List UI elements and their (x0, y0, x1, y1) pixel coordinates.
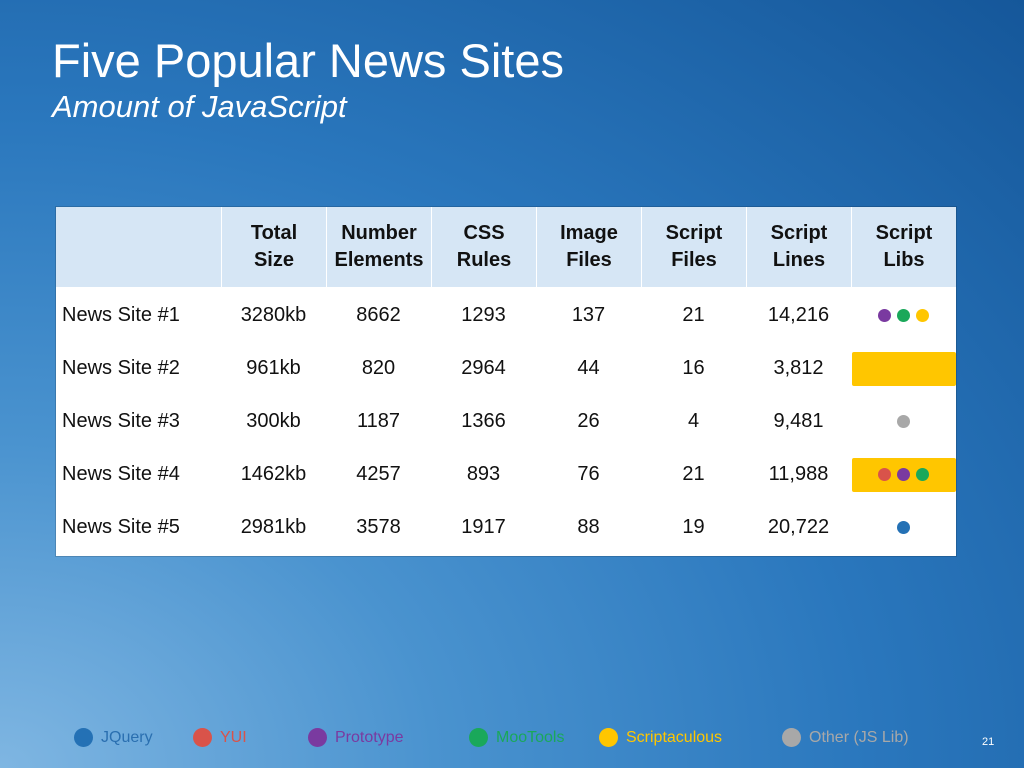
legend-dot-icon (782, 728, 801, 747)
table-cell: 893 (466, 463, 501, 485)
header-script-files: Script Files (641, 207, 746, 287)
script-libs-cell (851, 342, 956, 395)
table-cell: 1462kb (240, 463, 307, 485)
row-label: News Site #3 (62, 410, 180, 432)
table-cell: 2964 (461, 357, 506, 379)
prototype-dot-icon (897, 468, 910, 481)
script-libs-indicator (851, 457, 956, 492)
page-number: 21 (982, 736, 995, 748)
legend-dot-icon (308, 728, 327, 747)
scriptaculous-dot-icon (916, 309, 929, 322)
header-script-libs: Script Libs (851, 207, 956, 287)
table-cell: 21 (682, 463, 705, 485)
table-cell: 1293 (461, 304, 506, 326)
header-css-rules: CSS Rules (431, 207, 536, 287)
table-cell: 4 (687, 410, 700, 432)
legend-item-other-js-lib: Other (JS Lib) (782, 728, 909, 747)
table-cell: 20,722 (767, 516, 830, 538)
legend-label: Prototype (335, 728, 404, 746)
script-libs-indicator (852, 511, 956, 545)
table-cell: 44 (577, 357, 600, 379)
table-row: News Site #4 1462kb 4257 893 76 21 11,988 (56, 448, 956, 501)
table-cell: 2981kb (240, 516, 307, 538)
header-blank (56, 207, 221, 287)
legend-label: Scriptaculous (626, 728, 723, 746)
legend-dot-icon (599, 728, 618, 747)
table-cell: 14,216 (767, 304, 830, 326)
mootools-dot-icon (916, 468, 929, 481)
jquery-dot-icon (897, 521, 910, 534)
header-total-size: Total Size (221, 207, 326, 287)
table-cell: 820 (361, 357, 396, 379)
table-cell: 3280kb (240, 304, 307, 326)
script-libs-cell (851, 289, 956, 342)
table-cell: 76 (577, 463, 600, 485)
table-cell: 1366 (461, 410, 506, 432)
table-header: Total Size Number Elements CSS Rules Ima… (56, 207, 956, 287)
table-row: News Site #3 300kb 1187 1366 26 4 9,481 (56, 395, 956, 448)
table-cell: 1187 (356, 410, 400, 432)
table-cell: 961kb (246, 357, 301, 379)
script-libs-cell (851, 395, 956, 448)
news-sites-table: Total Size Number Elements CSS Rules Ima… (56, 207, 956, 556)
script-libs-indicator (852, 299, 956, 333)
legend-label: JQuery (101, 728, 153, 746)
prototype-dot-icon (878, 309, 891, 322)
table-cell: 11,988 (768, 463, 829, 485)
table-cell: 4257 (356, 463, 401, 485)
table-cell: 300kb (246, 410, 301, 432)
slide-subtitle: Amount of JavaScript (52, 89, 347, 124)
row-label: News Site #1 (62, 304, 180, 326)
legend-item-prototype: Prototype (308, 728, 403, 747)
row-label: News Site #2 (62, 357, 180, 379)
table-cell: 3,812 (773, 357, 824, 379)
table-cell: 137 (571, 304, 606, 326)
table-cell: 8662 (356, 304, 401, 326)
mootools-dot-icon (897, 309, 910, 322)
table-row: News Site #5 2981kb 3578 1917 88 19 20,722 (56, 501, 956, 554)
table-cell: 19 (682, 516, 705, 538)
legend-dot-icon (193, 728, 212, 747)
table-cell: 3578 (356, 516, 401, 538)
row-label: News Site #5 (62, 516, 180, 538)
table-cell: 21 (682, 304, 705, 326)
header-image-files: Image Files (536, 207, 641, 287)
legend-label: Other (JS Lib) (809, 728, 909, 746)
row-label: News Site #4 (62, 463, 180, 485)
yui-dot-icon (878, 468, 891, 481)
library-legend: JQuery YUI Prototype MooTools Scriptaculous O… (74, 728, 974, 752)
legend-item-yui: YUI (193, 728, 247, 747)
slide-title: Five Popular News Sites (52, 34, 564, 87)
legend-item-mootools: MooTools (469, 728, 564, 747)
table-row: News Site #2 961kb 820 2964 44 16 3,812 (56, 342, 956, 395)
legend-item-scriptaculous: Scriptaculous (599, 728, 722, 747)
table-cell: 16 (682, 357, 705, 379)
legend-label: MooTools (496, 728, 565, 746)
legend-dot-icon (74, 728, 93, 747)
script-libs-indicator (851, 351, 956, 386)
script-libs-indicator (852, 405, 956, 439)
other-js-lib-dot-icon (897, 415, 910, 428)
header-number-elements: Number Elements (326, 207, 431, 287)
legend-dot-icon (469, 728, 488, 747)
table-cell: 1917 (461, 516, 506, 538)
table-cell: 88 (577, 516, 600, 538)
script-libs-cell (851, 501, 956, 554)
script-libs-cell (851, 448, 956, 501)
legend-label: YUI (220, 728, 247, 746)
legend-item-jquery: JQuery (74, 728, 153, 747)
table-cell: 26 (577, 410, 600, 432)
table-row: News Site #1 3280kb 8662 1293 137 21 14,216 (56, 289, 956, 342)
header-script-lines: Script Lines (746, 207, 851, 287)
table-cell: 9,481 (773, 410, 824, 432)
